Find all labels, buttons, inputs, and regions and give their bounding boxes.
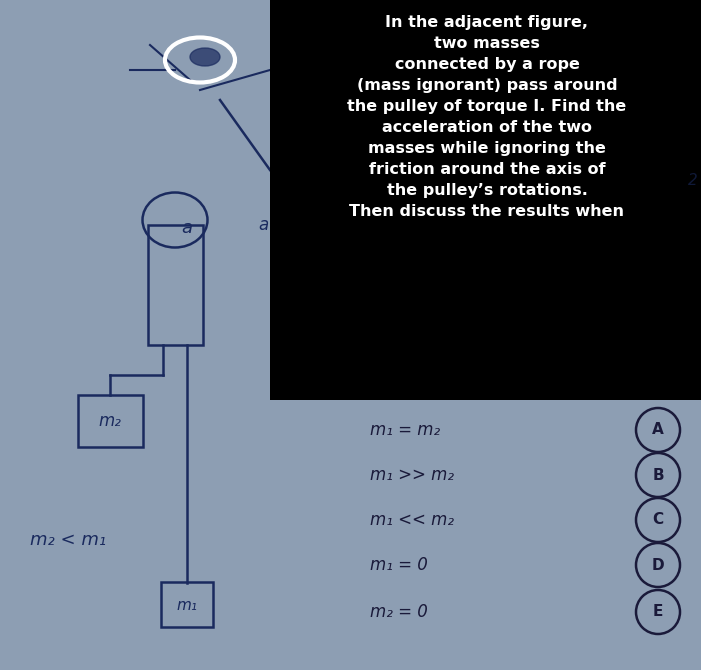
Text: m₁ >> m₂: m₁ >> m₂ bbox=[370, 466, 454, 484]
Text: m₂ < m₁: m₂ < m₁ bbox=[30, 531, 106, 549]
Text: m₂ = 0: m₂ = 0 bbox=[370, 603, 428, 621]
Text: m₁ << m₂: m₁ << m₂ bbox=[370, 511, 454, 529]
Text: In the adjacent figure,
two masses
connected by a rope
(mass ignorant) pass arou: In the adjacent figure, two masses conne… bbox=[348, 15, 627, 219]
Text: a: a bbox=[258, 216, 268, 234]
Text: B: B bbox=[652, 468, 664, 482]
FancyBboxPatch shape bbox=[270, 0, 701, 400]
Text: m₁ = m₂: m₁ = m₂ bbox=[370, 421, 440, 439]
Text: m₂: m₂ bbox=[99, 412, 121, 430]
Text: C: C bbox=[653, 513, 664, 527]
Text: m₁ = 0: m₁ = 0 bbox=[370, 556, 428, 574]
Text: a: a bbox=[182, 219, 193, 237]
Text: D: D bbox=[652, 557, 665, 572]
Text: A: A bbox=[652, 423, 664, 438]
Text: m₁: m₁ bbox=[177, 598, 198, 612]
Text: E: E bbox=[653, 604, 663, 620]
Text: 2: 2 bbox=[688, 172, 698, 188]
Ellipse shape bbox=[190, 48, 220, 66]
